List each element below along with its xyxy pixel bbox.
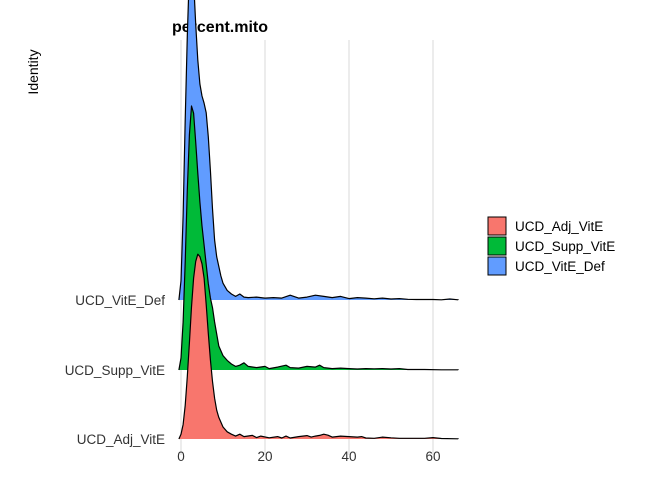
legend-swatch-ucd-adj-vite xyxy=(487,216,507,236)
x-tick-labels: 0 20 40 60 xyxy=(177,449,440,464)
gridlines xyxy=(180,40,434,455)
ridges xyxy=(178,0,459,440)
ridge-outline-ucd-supp-vite xyxy=(178,105,459,371)
x-tick-label-20: 20 xyxy=(257,449,272,464)
x-tick-label-60: 60 xyxy=(425,449,440,464)
ridge-outline-ucd-adj-vite xyxy=(178,253,459,440)
ridge-area-ucd-adj-vite xyxy=(178,254,459,439)
ridge-outline-ucd-vite-def xyxy=(178,0,459,301)
legend: UCD_Adj_VitE UCD_Supp_VitE UCD_VitE_Def xyxy=(487,216,615,276)
y-tick-labels: UCD_Adj_VitE UCD_Supp_VitE UCD_VitE_Def xyxy=(65,293,166,447)
ridge-area-ucd-supp-vite xyxy=(178,106,459,370)
y-tick-label-ucd-adj-vite: UCD_Adj_VitE xyxy=(77,432,165,447)
y-tick-label-ucd-supp-vite: UCD_Supp_VitE xyxy=(65,363,165,378)
chart-title: percent.mito xyxy=(172,19,268,36)
legend-label-ucd-vite-def: UCD_VitE_Def xyxy=(515,259,605,274)
x-tick-label-40: 40 xyxy=(341,449,356,464)
x-tick-label-0: 0 xyxy=(177,449,185,464)
legend-swatch-ucd-vite-def xyxy=(487,256,507,276)
legend-label-ucd-adj-vite: UCD_Adj_VitE xyxy=(515,219,603,234)
ridge-area-ucd-vite-def xyxy=(178,0,459,300)
legend-label-ucd-supp-vite: UCD_Supp_VitE xyxy=(515,239,615,254)
legend-swatch-ucd-supp-vite xyxy=(487,236,507,256)
y-tick-label-ucd-vite-def: UCD_VitE_Def xyxy=(75,293,165,308)
y-axis-title: Identity xyxy=(25,49,41,94)
